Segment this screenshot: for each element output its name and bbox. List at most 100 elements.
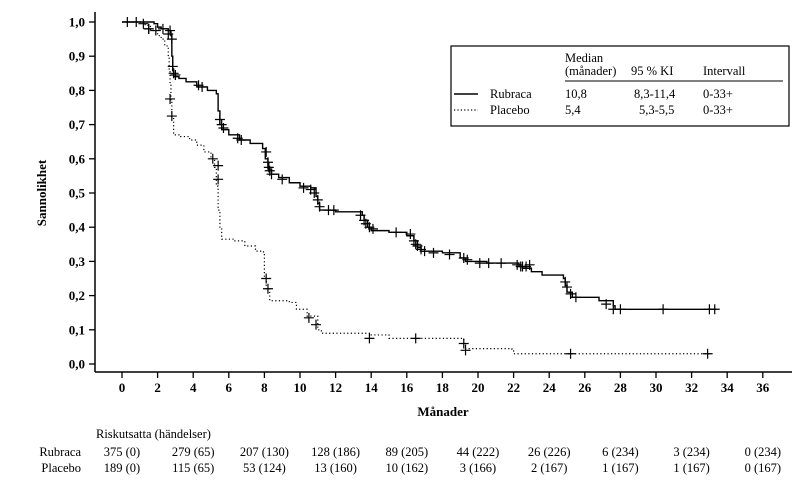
legend-header-median-line1: Median	[565, 51, 604, 65]
censor-mark	[218, 123, 229, 134]
censor-mark	[460, 345, 471, 356]
censor-mark	[167, 61, 178, 72]
censor-mark	[565, 288, 576, 299]
censor-mark	[458, 338, 469, 349]
risk-cell: 279 (65)	[172, 445, 215, 459]
risk-cell: 0 (167)	[745, 461, 781, 475]
x-tick-label: 16	[400, 380, 414, 395]
risk-cell: 0 (234)	[745, 445, 781, 459]
risk-row-label: Rubraca	[39, 445, 81, 459]
legend-label-rubraca: Rubraca	[490, 87, 532, 101]
censor-mark	[496, 258, 507, 269]
risk-cell: 2 (167)	[531, 461, 567, 475]
censor-mark	[138, 18, 149, 29]
censor-mark	[150, 25, 161, 36]
legend-label-placebo: Placebo	[490, 103, 530, 117]
x-tick-label: 10	[294, 380, 307, 395]
censor-mark	[314, 201, 325, 212]
risk-cell: 115 (65)	[172, 461, 214, 475]
x-tick-label: 12	[329, 380, 342, 395]
legend-median-placebo: 5,4	[565, 103, 581, 117]
legend-header-ci: 95 % KI	[631, 64, 673, 78]
censor-mark	[709, 304, 720, 315]
censor-mark	[570, 292, 581, 303]
censor-mark	[702, 348, 713, 359]
censor-mark	[312, 194, 323, 205]
censor-mark	[170, 70, 181, 81]
censor-mark	[197, 81, 208, 92]
x-tick-label: 28	[614, 380, 628, 395]
censor-mark	[143, 23, 154, 34]
censor-mark	[303, 312, 314, 323]
censor-mark	[311, 319, 322, 330]
censor-mark	[122, 17, 133, 27]
legend-ci-placebo: 5,3-5,5	[639, 103, 674, 117]
legend-header-median-line2: (månader)	[565, 64, 616, 78]
risk-cell: 13 (160)	[314, 461, 357, 475]
y-axis-ticks: 0,0 0,1 0,2 0,3 0,4 0,5 0,6 0,7 0,8 0,9 1,0	[69, 15, 95, 372]
x-tick-label: 24	[543, 380, 557, 395]
censor-mark	[166, 111, 177, 122]
censor-mark	[560, 276, 571, 287]
censor-mark	[168, 68, 179, 79]
y-tick-label: 0,7	[69, 117, 86, 132]
risk-row-label: Placebo	[41, 461, 81, 475]
risk-cell: 6 (234)	[602, 445, 638, 459]
x-tick-label: 8	[261, 380, 268, 395]
risk-row-placebo: Placebo 189 (0) 115 (65) 53 (124) 13 (160) 10…	[41, 461, 781, 475]
censor-mark	[214, 114, 225, 125]
censor-mark	[410, 239, 421, 250]
x-tick-label: 22	[507, 380, 520, 395]
censor-mark	[410, 333, 421, 344]
series-placebo	[122, 21, 713, 359]
censor-mark	[157, 23, 168, 34]
x-tick-label: 4	[190, 380, 197, 395]
y-axis-title: Sannolikhet	[34, 159, 49, 226]
risk-cell: 89 (205)	[385, 445, 428, 459]
x-tick-label: 30	[650, 380, 663, 395]
x-tick-label: 32	[685, 380, 698, 395]
legend-header-range: Intervall	[703, 64, 746, 78]
censor-mark	[262, 283, 273, 294]
risk-cell: 128 (186)	[311, 445, 360, 459]
risk-cell: 189 (0)	[104, 461, 140, 475]
y-tick-label: 0,9	[69, 49, 86, 64]
censor-mark	[266, 169, 277, 180]
censor-mark	[262, 157, 273, 168]
x-tick-label: 14	[365, 380, 379, 395]
censor-mark	[367, 223, 378, 234]
y-tick-label: 0,6	[69, 151, 86, 166]
censor-mark	[166, 34, 177, 45]
x-axis-ticks: 0 2 4 6 8 10 12 14 16 18 20 22 24 26 28 30 32 34 36	[119, 372, 770, 395]
risk-cell: 10 (162)	[385, 461, 428, 475]
x-tick-label: 20	[472, 380, 485, 395]
series-rubraca	[122, 17, 720, 315]
censor-mark	[309, 188, 320, 198]
censor-mark	[213, 174, 224, 185]
risk-cell: 26 (226)	[528, 445, 571, 459]
censor-mark	[355, 210, 366, 221]
censor-mark	[444, 249, 455, 260]
censor-mark	[261, 273, 272, 284]
legend-ci-rubraca: 8,3-11,4	[634, 87, 676, 101]
censor-mark	[615, 304, 626, 315]
censor-mark	[524, 259, 535, 270]
legend-range-rubraca: 0-33+	[703, 87, 733, 101]
x-tick-label: 36	[756, 380, 770, 395]
risk-cell: 3 (166)	[460, 461, 496, 475]
risk-cell: 375 (0)	[104, 445, 140, 459]
risk-row-rubraca: Rubraca 375 (0) 279 (65) 207 (130) 128 (186)…	[39, 445, 781, 459]
censor-mark	[277, 174, 288, 185]
legend-box	[450, 45, 790, 127]
censor-mark	[565, 348, 576, 359]
survival-curve-placebo	[122, 21, 710, 355]
censor-mark	[483, 258, 494, 269]
x-tick-label: 0	[119, 380, 126, 395]
axes	[94, 12, 792, 373]
censor-mark	[474, 258, 485, 269]
censor-mark	[165, 93, 176, 104]
y-tick-label: 0,4	[69, 220, 86, 235]
x-tick-label: 26	[578, 380, 592, 395]
censor-mark	[391, 227, 402, 238]
